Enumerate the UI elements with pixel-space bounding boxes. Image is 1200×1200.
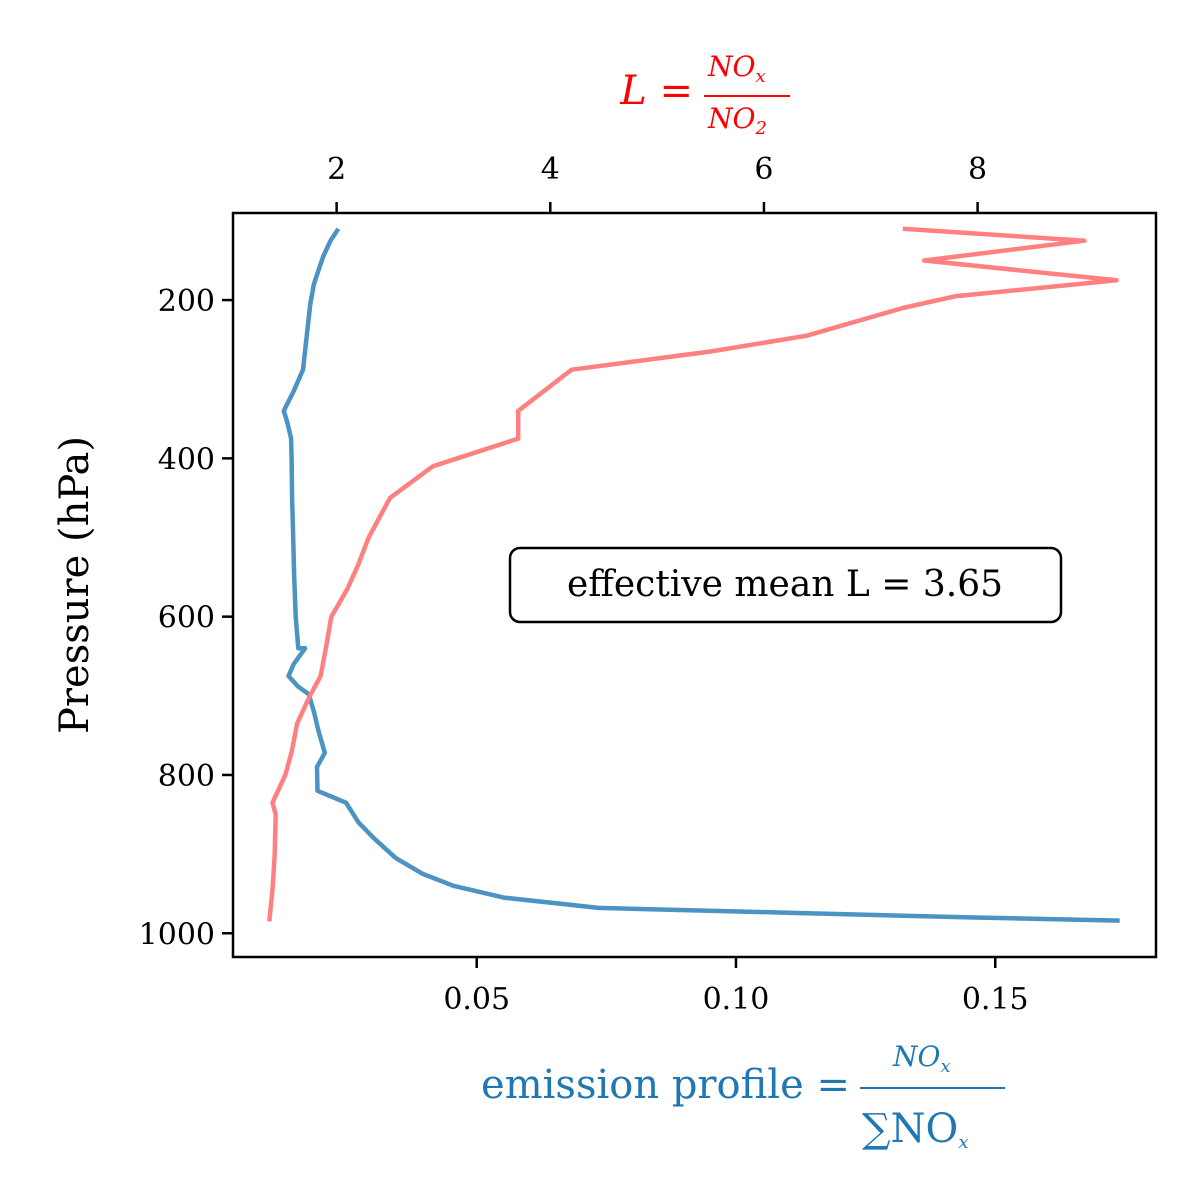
top-x-axis-label: L = NOx NO2 <box>619 50 790 139</box>
y-axis-label: Pressure (hPa) <box>52 436 98 734</box>
y-tick-label-1000: 1000 <box>139 917 215 952</box>
top-tick-label-2: 2 <box>327 152 346 187</box>
top-label-numerator: NOx <box>707 50 766 87</box>
top-tick-label-4: 4 <box>541 152 560 187</box>
y-tick-label-800: 800 <box>158 759 215 794</box>
series-layer <box>267 226 1120 923</box>
y-tick-label-400: 400 <box>158 442 215 477</box>
annotation-box: effective mean L = 3.65 <box>508 546 1063 624</box>
top-x-axis: 2 4 6 8 <box>327 152 987 213</box>
top-tick-label-6: 6 <box>754 152 773 187</box>
annotation-text: effective mean L = 3.65 <box>567 564 1003 605</box>
y-tick-label-200: 200 <box>158 284 215 319</box>
plot-frame <box>231 211 1158 959</box>
bottom-tick-label-0.10: 0.10 <box>703 982 770 1017</box>
bottom-x-axis: 0.05 0.10 0.15 <box>443 957 1029 1017</box>
top-tick-label-8: 8 <box>968 152 987 187</box>
annotation-frame <box>508 546 1063 624</box>
bottom-label-denominator: ∑NOx <box>862 1106 969 1153</box>
bottom-tick-label-0.15: 0.15 <box>962 982 1029 1017</box>
y-axis: 200 400 600 800 1000 <box>139 284 233 952</box>
top-label-lhs: L = <box>619 68 693 114</box>
y-tick-label-600: 600 <box>158 601 215 636</box>
ratio-L-line <box>267 226 1119 922</box>
emission-profile-line <box>281 227 1120 923</box>
bottom-x-axis-label: emission profile = NOx ∑NOx <box>481 1040 1005 1153</box>
bottom-label-numerator: NOx <box>892 1040 951 1077</box>
bottom-tick-label-0.05: 0.05 <box>443 982 510 1017</box>
bottom-label-lhs: emission profile = <box>481 1062 850 1108</box>
top-label-denominator: NO2 <box>707 102 767 139</box>
